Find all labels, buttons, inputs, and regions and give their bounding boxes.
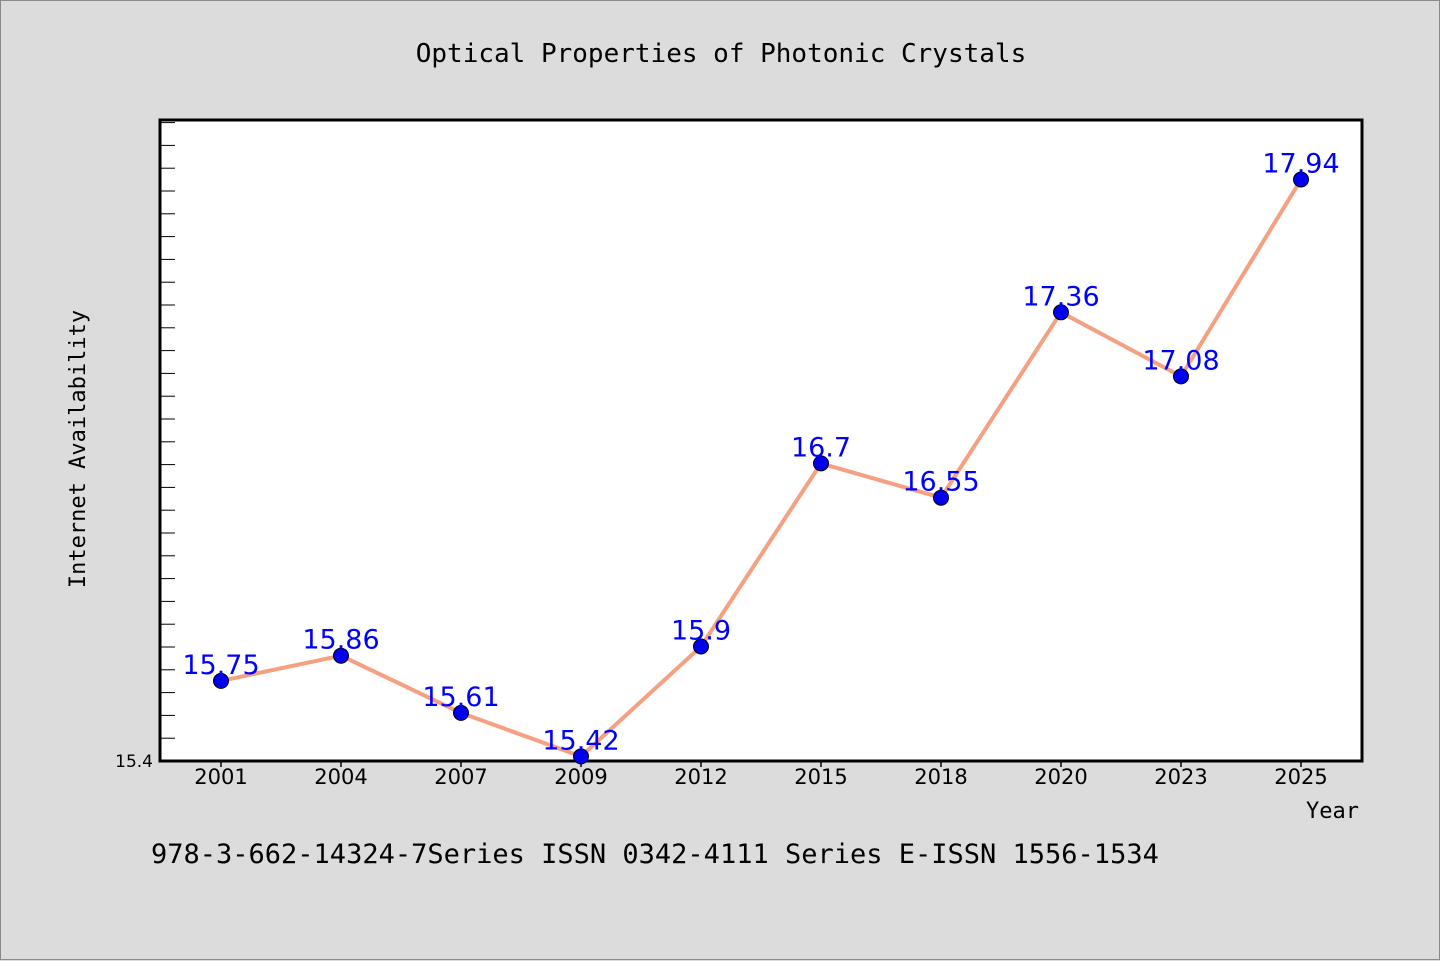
data-label: 17.36: [1022, 281, 1099, 312]
data-point: [1173, 368, 1189, 385]
y-axis-ticks: [160, 122, 175, 762]
x-tick-label: 2004: [314, 765, 367, 789]
x-tick-label: 2007: [434, 765, 487, 789]
data-series: 15.75 15.86 15.61 15.42 15.9 16.7 16.55 17.36 17…: [182, 149, 1340, 765]
data-point: [1293, 171, 1309, 188]
chart-title: Optical Properties of Photonic Crystals: [416, 39, 1026, 69]
x-tick-label: 2023: [1154, 765, 1207, 789]
y-axis-label: Internet Availability: [66, 310, 91, 588]
data-label: 17.08: [1142, 345, 1219, 376]
data-label: 15.61: [422, 682, 499, 713]
data-point: [333, 647, 349, 664]
x-tick-label: 2009: [554, 765, 607, 789]
data-point: [213, 672, 229, 689]
data-point: [573, 748, 589, 765]
x-tick-label: 2020: [1034, 765, 1087, 789]
x-tick-label: 2018: [914, 765, 967, 789]
data-point: [933, 489, 949, 506]
x-tick-label: 2001: [194, 765, 247, 789]
footer-text: 978-3-662-14324-7Series ISSN 0342-4111 S…: [151, 839, 1159, 870]
data-label: 15.86: [302, 625, 379, 656]
data-label: 15.75: [182, 650, 259, 681]
plot-area: [158, 118, 1364, 763]
data-point: [693, 638, 709, 655]
data-point: [1053, 304, 1069, 321]
x-tick-label: 2012: [674, 765, 727, 789]
data-point: [453, 704, 469, 721]
x-tick-label: 2015: [794, 765, 847, 789]
y-tick-label: 15.4: [115, 752, 153, 772]
data-label: 17.94: [1262, 149, 1339, 180]
data-point: [813, 455, 829, 472]
x-tick-label: 2025: [1274, 765, 1327, 789]
x-axis-label: Year: [1306, 799, 1359, 824]
x-axis-tick-labels: 2001 2004 2007 2009 2012 2015 2018 2020 2023 2025: [194, 765, 1327, 789]
series-line: [220, 178, 1303, 759]
data-label: 15.42: [542, 725, 619, 756]
data-label: 16.7: [791, 432, 851, 463]
data-label: 16.55: [902, 467, 979, 498]
data-label: 15.9: [671, 616, 731, 647]
